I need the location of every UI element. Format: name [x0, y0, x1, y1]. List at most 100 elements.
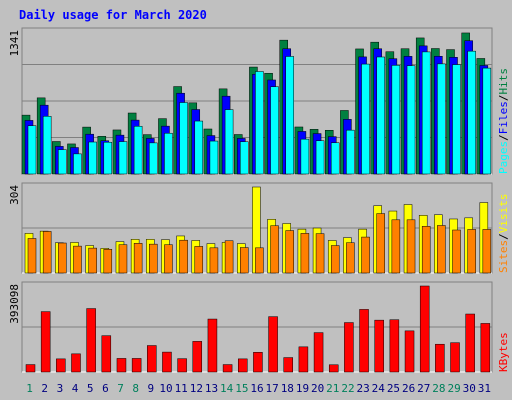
bar-sites-day-29	[452, 229, 461, 274]
chart-title: Daily usage for March 2020	[19, 8, 207, 22]
bar-sites-day-14	[224, 240, 234, 274]
y-max-label-kbytes: 393098	[8, 284, 21, 324]
bar-sites-day-18	[285, 230, 294, 274]
bar-kbytes-day-12	[192, 341, 203, 373]
bar-sites-day-12	[194, 246, 204, 274]
x-tick-label-day-29: 29	[447, 382, 460, 395]
bar-pages-day-10	[164, 132, 173, 175]
bar-kbytes-day-5	[86, 308, 96, 373]
bar-kbytes-day-6	[101, 335, 112, 373]
bar-pages-day-19	[300, 138, 310, 175]
bar-kbytes-day-4	[71, 353, 81, 373]
bar-sites-day-16	[255, 247, 264, 274]
bar-pages-day-31	[482, 67, 492, 175]
bar-sites-day-1	[27, 238, 37, 274]
bar-pages-day-1	[27, 125, 37, 175]
x-tick-label-day-13: 13	[205, 382, 218, 395]
bar-sites-day-9	[149, 243, 158, 274]
bar-kbytes-day-10	[162, 351, 172, 373]
bar-pages-day-27	[421, 51, 431, 175]
bar-kbytes-day-21	[328, 364, 339, 373]
legend-item-kbytes: KBytes	[497, 332, 510, 372]
x-tick-label-day-24: 24	[372, 382, 386, 395]
x-tick-label-day-31: 31	[478, 382, 491, 395]
x-tick-label-day-12: 12	[190, 382, 203, 395]
bar-sites-day-6	[103, 248, 113, 274]
x-tick-label-day-28: 28	[432, 382, 445, 395]
bar-sites-day-24	[376, 213, 385, 274]
legend-item-hits: Hits	[497, 68, 510, 95]
bar-sites-day-4	[73, 245, 82, 274]
bar-sites-day-11	[179, 239, 188, 274]
bar-kbytes-day-13	[207, 318, 218, 373]
bar-pages-day-14	[224, 109, 234, 175]
bar-sites-day-25	[391, 219, 401, 274]
bar-kbytes-day-27	[419, 285, 430, 373]
bar-pages-day-30	[467, 50, 476, 175]
bar-kbytes-day-7	[116, 358, 127, 373]
bar-sites-day-3	[58, 242, 67, 274]
bar-pages-day-20	[315, 140, 325, 175]
x-tick-label-day-27: 27	[417, 382, 430, 395]
bar-pages-day-17	[270, 86, 279, 175]
x-tick-label-day-17: 17	[266, 382, 279, 395]
x-tick-label-day-11: 11	[175, 382, 188, 395]
bar-pages-day-9	[149, 142, 158, 175]
x-tick-label-day-22: 22	[341, 382, 354, 395]
bar-kbytes-day-28	[435, 343, 445, 373]
bar-kbytes-day-24	[374, 319, 384, 373]
bar-kbytes-day-14	[222, 364, 233, 373]
x-tick-label-day-8: 8	[132, 382, 139, 395]
bar-kbytes-day-31	[480, 323, 491, 373]
x-tick-label-day-3: 3	[57, 382, 64, 395]
bar-pages-day-29	[452, 64, 461, 175]
x-tick-label-day-7: 7	[117, 382, 124, 395]
bar-pages-day-12	[194, 120, 204, 175]
bar-sites-day-27	[421, 226, 431, 274]
bar-kbytes-day-25	[389, 319, 400, 373]
bar-pages-day-26	[406, 65, 416, 175]
legend-separator: /	[497, 134, 510, 141]
bar-kbytes-day-29	[450, 342, 460, 373]
bar-sites-day-22	[346, 242, 355, 274]
bar-pages-day-23	[361, 63, 370, 175]
y-max-label-hits: 1341	[8, 30, 21, 57]
bar-kbytes-day-18	[283, 357, 293, 373]
bar-kbytes-day-30	[465, 313, 475, 373]
x-tick-label-day-9: 9	[148, 382, 155, 395]
bar-kbytes-day-11	[177, 358, 187, 373]
bar-pages-day-4	[73, 153, 82, 175]
legend-visits: Sites/Visits	[497, 194, 510, 274]
x-tick-label-day-23: 23	[357, 382, 370, 395]
bar-pages-day-5	[88, 141, 97, 175]
bar-pages-day-8	[133, 125, 143, 175]
bar-pages-day-25	[391, 65, 401, 175]
bar-kbytes-day-15	[238, 358, 248, 373]
x-tick-label-day-10: 10	[159, 382, 172, 395]
bar-sites-day-20	[315, 233, 325, 274]
legend-item-visits: Visits	[497, 194, 510, 234]
bar-kbytes-day-2	[40, 311, 51, 373]
x-tick-label-day-4: 4	[72, 382, 79, 395]
x-tick-label-day-20: 20	[311, 382, 324, 395]
bar-kbytes-day-17	[268, 316, 278, 373]
legend-hits: Pages/Files/Hits	[497, 68, 510, 174]
bar-pages-day-13	[209, 140, 219, 175]
bar-pages-day-22	[346, 129, 355, 175]
bar-kbytes-day-19	[298, 346, 309, 373]
x-tick-label-day-25: 25	[387, 382, 400, 395]
bar-sites-day-8	[133, 243, 143, 274]
bar-kbytes-day-3	[56, 358, 66, 373]
x-tick-label-day-19: 19	[296, 382, 309, 395]
x-tick-label-day-21: 21	[326, 382, 339, 395]
legend-item-sites: Sites	[497, 240, 510, 273]
bar-pages-day-7	[118, 141, 128, 175]
x-tick-label-day-30: 30	[463, 382, 476, 395]
bar-pages-day-6	[103, 141, 113, 175]
bar-sites-day-5	[88, 247, 97, 274]
bar-pages-day-15	[240, 141, 249, 175]
x-tick-label-day-18: 18	[281, 382, 294, 395]
bar-pages-day-2	[42, 116, 52, 175]
x-tick-label-day-16: 16	[250, 382, 263, 395]
legend-kbytes: KBytes	[497, 332, 510, 372]
